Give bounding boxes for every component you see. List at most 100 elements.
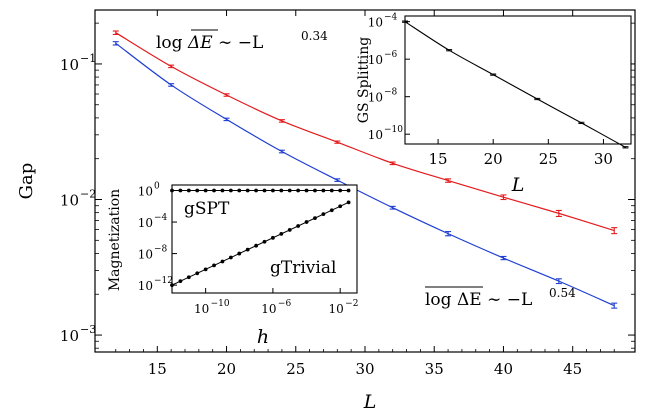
mag-series-0-point-1 (178, 188, 183, 193)
inset-gs-background (405, 16, 631, 144)
mag-ytick-label-1: 10 (138, 248, 153, 262)
gs-ytick-exponent-2: −6 (384, 50, 398, 60)
mag-xtick-label-2: 10 (329, 302, 344, 316)
inset-gs-frame (404, 15, 632, 145)
mag-series-0-point-17 (313, 188, 317, 193)
mag-series-0-point-9 (245, 188, 250, 193)
mag-series-0-point-5 (212, 188, 216, 193)
gs-ytick-label-1: 10 (368, 91, 383, 105)
main-xtick-label-0: 15 (148, 360, 167, 378)
mag-ytick-exponent-0: −12 (154, 276, 173, 286)
mag-series-1-point-7 (228, 255, 233, 260)
gs-ytick-exponent-3: −4 (384, 13, 398, 23)
inset-gs-series-layer (402, 20, 629, 149)
mag-series-1-point-12 (271, 235, 275, 240)
gs-ytick-label-2: 10 (368, 53, 383, 67)
mag-series-0-point-2 (186, 188, 191, 193)
mag-ytick-exponent-2: −4 (154, 213, 168, 223)
mag-ytick-exponent-1: −8 (154, 245, 168, 255)
mag-series-1-point-11 (262, 239, 267, 244)
mag-xtick-label-0: 10 (194, 302, 209, 316)
label-gspt-background (182, 196, 244, 218)
main-xtick-label-4: 35 (425, 360, 444, 378)
gs-xtick-label-2: 25 (539, 150, 558, 168)
annotation-red-over: ΔE (187, 33, 213, 53)
mag-series-1-point-1 (178, 279, 183, 284)
mag-xtick-exponent-1: −6 (278, 299, 292, 309)
main-ytick-exponent-0: −3 (80, 323, 96, 336)
mag-series-1-point-15 (296, 224, 301, 228)
main-x-axis-label: L (363, 391, 377, 413)
inset-mag-series-layer (170, 188, 351, 288)
mag-series-0-point-19 (329, 188, 334, 193)
mag-series-1-point-5 (212, 263, 216, 268)
gs-ytick-label-3: 10 (368, 16, 383, 30)
mag-series-1-point-9 (245, 247, 250, 252)
main-series-0-line (115, 32, 615, 232)
mag-series-0-point-12 (271, 188, 275, 193)
gs-xtick-label-3: 30 (594, 150, 613, 168)
gs-xtick-label-0: 15 (429, 150, 448, 168)
mag-ytick-label-2: 10 (138, 216, 153, 230)
label-gtrivial-background (268, 256, 352, 278)
inset-mag-x-axis-label: h (257, 326, 269, 348)
mag-series-0-point-4 (203, 188, 208, 193)
mag-series-0-point-10 (254, 188, 258, 193)
main-y-axis-label: Gap (16, 163, 37, 200)
mag-series-0-point-18 (321, 188, 326, 193)
series-label-gspt: gSPT (184, 199, 230, 219)
mag-series-1-point-20 (338, 204, 343, 209)
gs-ytick-exponent-0: −10 (384, 125, 403, 135)
annotation-red-left: log (156, 33, 188, 53)
mag-ytick-label-0: 10 (138, 279, 153, 293)
annotation-blue-right: ∼ −L (482, 290, 533, 310)
mag-series-0-point-13 (279, 188, 284, 193)
annotation-blue-scaling: log ΔE ∼ −L 0.54 (425, 286, 576, 310)
mag-series-1-point-18 (321, 212, 326, 217)
mag-ytick-label-3: 10 (138, 185, 153, 199)
main-xtick-label-5: 40 (494, 360, 513, 378)
mag-series-0-point-3 (195, 188, 200, 193)
inset-gs-x-axis-label: L (511, 174, 525, 196)
main-xtick-label-1: 20 (217, 360, 236, 378)
mag-series-0-point-8 (237, 188, 242, 193)
mag-series-0-point-11 (262, 188, 267, 193)
mag-series-0-point-14 (287, 188, 292, 193)
annotation-blue-exponent: 0.54 (549, 286, 576, 300)
mag-series-0-point-20 (338, 188, 343, 193)
mag-series-0-point-16 (304, 188, 309, 193)
mag-series-1-point-13 (279, 231, 284, 236)
inset-mag-y-axis-label: Magnetization (107, 189, 123, 291)
svg-text:log ΔE ∼ −L: log ΔE ∼ −L (425, 290, 532, 310)
inset-gs-y-axis-label: GS Splitting (356, 37, 372, 123)
gs-xtick-label-1: 20 (484, 150, 503, 168)
annotation-red-exponent: 0.34 (301, 29, 328, 43)
inset-mag-frame (171, 184, 358, 294)
main-ytick-label-0: 10 (60, 327, 79, 345)
gs-ytick-exponent-1: −8 (384, 88, 398, 98)
mag-series-1-point-6 (220, 259, 225, 264)
mag-series-0-point-21 (346, 188, 351, 193)
mag-series-1-point-17 (313, 216, 317, 221)
main-ytick-label-2: 10 (60, 56, 79, 74)
mag-xtick-exponent-0: −10 (211, 299, 230, 309)
mag-series-1-point-21 (346, 200, 351, 205)
mag-xtick-label-1: 10 (261, 302, 276, 316)
main-xtick-label-6: 45 (563, 360, 582, 378)
mag-series-1-point-16 (304, 220, 309, 224)
mag-series-0-point-7 (228, 188, 233, 193)
mag-series-0-point-15 (296, 188, 301, 193)
mag-series-1-point-3 (195, 271, 200, 276)
mag-series-1-point-19 (329, 208, 334, 213)
mag-xtick-exponent-2: −2 (345, 299, 358, 309)
annotation-blue-over: log ΔE (425, 290, 482, 310)
gs-ytick-label-0: 10 (368, 128, 383, 142)
mag-series-1-line (171, 201, 349, 286)
main-ytick-exponent-1: −2 (80, 188, 96, 201)
mag-series-1-point-8 (237, 251, 242, 256)
